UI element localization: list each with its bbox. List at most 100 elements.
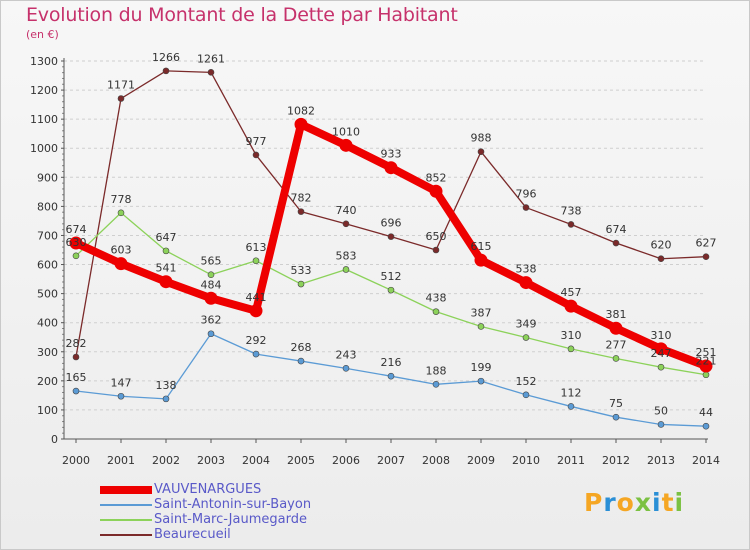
data-label: 247 <box>651 347 672 360</box>
data-point <box>699 359 713 373</box>
data-point <box>252 151 260 159</box>
data-point <box>432 381 440 388</box>
y-tick-label: 400 <box>37 317 58 330</box>
data-point <box>429 184 443 198</box>
x-tick-label: 2004 <box>242 454 270 467</box>
data-label: 627 <box>696 237 717 250</box>
y-tick-label: 700 <box>37 229 58 242</box>
data-point <box>609 321 623 335</box>
data-point <box>117 209 125 217</box>
data-label: 243 <box>336 348 357 361</box>
x-tick-label: 2008 <box>422 454 450 467</box>
data-point <box>117 95 125 102</box>
data-point <box>522 334 530 341</box>
data-point <box>657 255 665 263</box>
data-label: 457 <box>561 286 582 299</box>
data-label: 282 <box>66 337 87 350</box>
legend-label: Beaurecueil <box>154 527 231 542</box>
data-point <box>567 403 575 410</box>
data-label: 387 <box>471 306 492 319</box>
data-point <box>207 69 215 76</box>
y-tick-label: 600 <box>37 259 58 272</box>
data-label: 613 <box>246 241 267 254</box>
chart-title: Evolution du Montant de la Dette par Hab… <box>26 4 458 26</box>
data-point <box>72 353 80 361</box>
logo-letter: o <box>616 488 635 517</box>
data-point <box>522 391 530 399</box>
data-point <box>387 286 395 294</box>
data-label: 615 <box>471 240 492 253</box>
y-tick-label: 900 <box>37 171 58 184</box>
data-label: 538 <box>516 263 537 276</box>
y-tick-label: 1100 <box>30 113 58 126</box>
logo-letter: i <box>674 488 685 517</box>
data-point <box>702 422 710 430</box>
x-tick-label: 2000 <box>62 454 90 467</box>
legend-swatch <box>100 534 152 536</box>
data-label: 533 <box>291 264 312 277</box>
data-label: 221 <box>696 355 717 368</box>
data-label: 310 <box>651 329 672 342</box>
legend-swatch <box>100 504 152 506</box>
data-point <box>249 304 263 318</box>
y-tick-label: 1000 <box>30 142 58 155</box>
data-label: 165 <box>66 371 87 384</box>
data-point <box>702 371 710 379</box>
data-label: 1261 <box>197 52 225 65</box>
data-point <box>114 257 128 271</box>
data-point <box>387 233 395 240</box>
data-point <box>69 236 83 250</box>
x-tick-label: 2009 <box>467 454 495 467</box>
data-label: 988 <box>471 132 492 145</box>
x-tick-label: 2003 <box>197 454 225 467</box>
data-label: 138 <box>156 379 177 392</box>
data-point <box>612 239 620 247</box>
data-point <box>297 357 305 365</box>
x-tick-label: 2011 <box>557 454 585 467</box>
x-tick-label: 2012 <box>602 454 630 467</box>
data-point <box>522 204 530 211</box>
data-label: 977 <box>246 135 267 148</box>
data-point <box>567 345 575 353</box>
data-label: 50 <box>654 404 668 417</box>
data-point <box>294 117 308 131</box>
y-tick-label: 800 <box>37 200 58 213</box>
x-tick-label: 2005 <box>287 454 315 467</box>
data-label: 268 <box>291 341 312 354</box>
data-point <box>387 372 395 380</box>
data-point <box>474 253 488 267</box>
data-point <box>432 308 440 315</box>
data-label: 738 <box>561 204 582 217</box>
data-point <box>477 323 485 330</box>
data-label: 251 <box>696 346 717 359</box>
x-tick-label: 2013 <box>647 454 675 467</box>
data-label: 778 <box>111 193 132 206</box>
data-label: 696 <box>381 217 402 230</box>
data-point <box>654 342 668 356</box>
data-label: 188 <box>426 364 447 377</box>
logo-letter: x <box>634 488 652 517</box>
data-label: 484 <box>201 278 222 291</box>
logo-letter: i <box>652 488 662 517</box>
data-label: 292 <box>246 334 267 347</box>
data-label: 541 <box>156 262 177 275</box>
data-point <box>657 421 665 428</box>
x-tick-label: 2007 <box>377 454 405 467</box>
data-label: 216 <box>381 356 402 369</box>
y-tick-label: 300 <box>37 346 58 359</box>
data-label: 75 <box>609 397 623 410</box>
data-label: 674 <box>66 223 87 236</box>
data-point <box>162 247 170 255</box>
x-tick-label: 2001 <box>107 454 135 467</box>
logo-letter: t <box>661 488 675 517</box>
data-point <box>252 257 260 265</box>
data-point <box>207 330 215 338</box>
data-point <box>72 252 80 260</box>
data-point <box>252 350 260 358</box>
y-tick-label: 200 <box>37 375 58 388</box>
data-point <box>519 276 533 290</box>
data-label: 1171 <box>107 79 135 92</box>
y-tick-label: 100 <box>37 404 58 417</box>
